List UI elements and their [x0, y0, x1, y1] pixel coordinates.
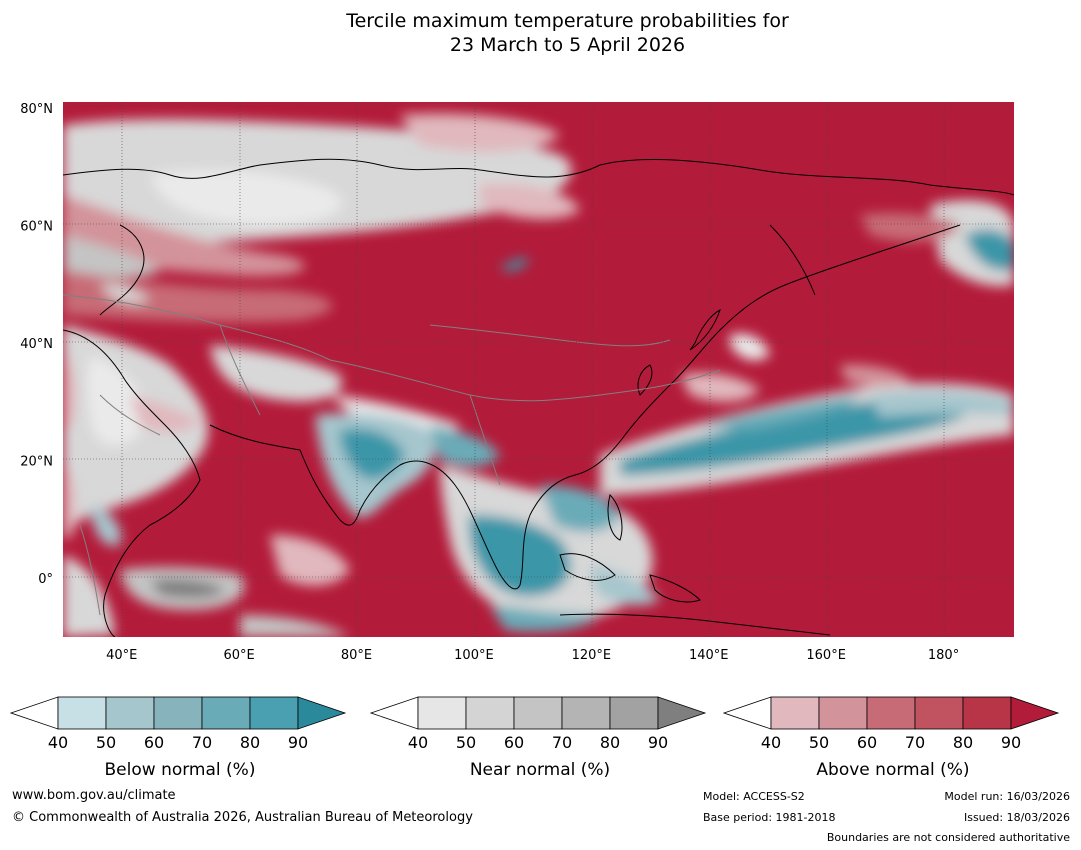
country-borders: [63, 294, 721, 616]
colorbar-tick-label: 60: [143, 733, 165, 752]
gridlines: [63, 102, 1014, 637]
near-normal-colorbar: [370, 696, 707, 730]
colorbar-over-triangle: [657, 696, 707, 730]
below-normal-label: Below normal (%): [104, 760, 256, 780]
coastlines: [63, 158, 1014, 637]
colorbar-over-triangle: [1010, 696, 1060, 730]
lon-label: 40°E: [106, 648, 137, 663]
colorbar-segment: [609, 696, 659, 730]
colorbar-tick-label: 90: [1000, 733, 1022, 752]
colorbar-segment: [57, 696, 107, 730]
lon-label: 140°E: [689, 648, 729, 663]
colorbar-segment: [153, 696, 203, 730]
colorbar-tick-label: 70: [551, 733, 573, 752]
colorbar-tick-label: 70: [191, 733, 213, 752]
colorbar-over-triangle: [297, 696, 347, 730]
colorbar-tick-label: 90: [647, 733, 669, 752]
latitude-labels: 80°N 60°N 40°N 20°N 0°: [20, 102, 53, 587]
colorbar-segment: [914, 696, 964, 730]
colorbar-segment: [561, 696, 611, 730]
lon-label: 80°E: [341, 648, 372, 663]
probability-map[interactable]: 80°N 60°N 40°N 20°N 0° 40°E 60°E 80°E 100°E 120°…: [0, 95, 1081, 670]
colorbar-tick-label: 40: [407, 733, 429, 752]
colorbar-under-triangle: [10, 696, 59, 730]
colorbar-segment: [249, 696, 299, 730]
above-normal-colorbar: [723, 696, 1060, 730]
issued-text: Issued: 18/03/2026: [963, 811, 1070, 824]
colorbar-segment: [105, 696, 155, 730]
lon-label: 160°E: [806, 648, 846, 663]
website-link[interactable]: www.bom.gov.au/climate: [12, 788, 176, 803]
colorbar-segment: [770, 696, 820, 730]
colorbar-segment: [201, 696, 251, 730]
colorbar-tick-label: 50: [808, 733, 830, 752]
lat-label: 80°N: [20, 102, 53, 117]
colorbar-tick-label: 80: [599, 733, 621, 752]
title-line-1: Tercile maximum temperature probabilitie…: [346, 10, 789, 32]
longitude-labels: 40°E 60°E 80°E 100°E 120°E 140°E 160°E 180°: [106, 648, 959, 663]
colorbar-tick-label: 50: [455, 733, 477, 752]
colorbar-under-triangle: [370, 696, 419, 730]
lat-label: 20°N: [20, 455, 53, 470]
lat-label: 40°N: [20, 337, 53, 352]
lon-label: 100°E: [454, 648, 494, 663]
colorbar-tick-label: 70: [904, 733, 926, 752]
colorbar-tick-label: 90: [287, 733, 309, 752]
colorbar-tick-label: 60: [856, 733, 878, 752]
colorbar-tick-label: 40: [47, 733, 69, 752]
lat-label: 60°N: [20, 219, 53, 234]
title-line-2: 23 March to 5 April 2026: [449, 34, 686, 56]
colorbar-tick-label: 60: [503, 733, 525, 752]
chart-title: Tercile maximum temperature probabilitie…: [0, 9, 1081, 57]
colorbar-tick-label: 40: [760, 733, 782, 752]
colorbar-segment: [962, 696, 1012, 730]
colorbar-under-triangle: [723, 696, 772, 730]
lon-label: 120°E: [572, 648, 612, 663]
lon-label: 180°: [928, 648, 959, 663]
base-period-text: Base period: 1981-2018: [703, 811, 836, 824]
disclaimer-text: Boundaries are not considered authoritat…: [826, 831, 1070, 844]
copyright-text: © Commonwealth of Australia 2026, Austra…: [12, 810, 473, 825]
colorbar-tick-label: 50: [95, 733, 117, 752]
colorbar-segment: [818, 696, 868, 730]
model-run-text: Model run: 16/03/2026: [944, 790, 1070, 803]
lat-label: 0°: [38, 572, 53, 587]
model-text: Model: ACCESS-S2: [703, 790, 805, 803]
below-normal-colorbar: [10, 696, 347, 730]
colorbar-tick-label: 80: [239, 733, 261, 752]
colorbar-tick-label: 80: [952, 733, 974, 752]
colorbar-segment: [866, 696, 916, 730]
above-normal-label: Above normal (%): [816, 760, 970, 780]
map-field: [63, 102, 1014, 637]
lon-label: 60°E: [223, 648, 254, 663]
colorbar-segment: [465, 696, 515, 730]
colorbar-segment: [417, 696, 467, 730]
near-normal-label: Near normal (%): [469, 760, 611, 780]
colorbar-segment: [513, 696, 563, 730]
